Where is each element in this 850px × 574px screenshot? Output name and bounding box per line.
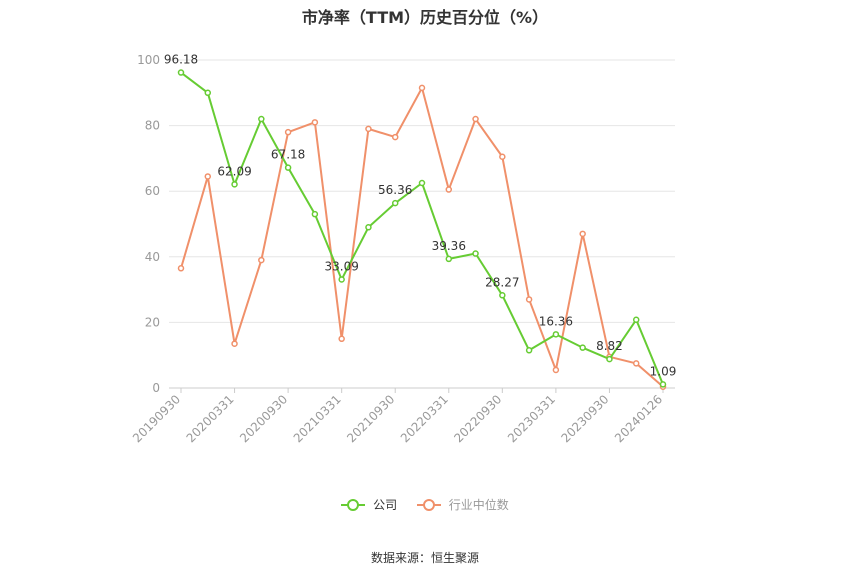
x-tick-label: 20210331 [291, 392, 344, 445]
data-label: 28.27 [485, 275, 519, 289]
grid-lines [169, 59, 675, 389]
x-axis: 20190930 20200331 20200930 20210331 20210930… [130, 388, 665, 445]
series-line-industry [180, 86, 664, 388]
data-point [606, 355, 613, 363]
data-point [579, 344, 586, 351]
y-tick-label: 60 [145, 184, 160, 198]
data-point [284, 128, 292, 136]
x-tick-label: 20220930 [451, 392, 504, 445]
data-point [659, 381, 667, 388]
data-label: 16.36 [539, 314, 573, 328]
data-point [552, 366, 560, 374]
data-point [284, 164, 292, 171]
data-label: 1.09 [650, 364, 677, 378]
data-point [365, 224, 372, 231]
chart-title: 市净率（TTM）历史百分位（%） [301, 8, 549, 27]
data-point [204, 89, 212, 97]
x-tick-label: 20210930 [344, 392, 397, 445]
data-point [525, 296, 533, 303]
data-point [499, 153, 506, 161]
y-tick-label: 0 [152, 381, 160, 395]
legend-item-industry[interactable]: 行业中位数 [416, 496, 509, 513]
data-label: 62.09 [217, 164, 251, 178]
data-point [525, 347, 533, 354]
y-tick-label: 20 [145, 315, 160, 329]
data-point [632, 316, 640, 324]
y-tick-label: 100 [137, 53, 160, 67]
data-point [204, 173, 212, 180]
x-tick-label: 20200331 [184, 392, 237, 445]
x-tick-label: 20220331 [398, 392, 451, 445]
x-tick-label: 20200930 [237, 392, 290, 445]
data-label: 39.36 [432, 239, 466, 253]
data-labels: 96.18 62.09 67.18 33.09 56.36 39.36 28.27 16.36… [164, 53, 677, 379]
data-label: 96.18 [164, 53, 198, 67]
data-point [445, 186, 453, 193]
data-point [311, 210, 319, 218]
data-label: 8.82 [596, 339, 623, 353]
data-point [338, 276, 345, 283]
legend-company-marker-icon [341, 498, 366, 511]
data-point [418, 84, 426, 92]
data-point [311, 119, 319, 126]
legend-industry-label: 行业中位数 [448, 498, 509, 512]
data-source: 数据来源：恒生聚源 [370, 551, 479, 565]
data-point [499, 292, 506, 299]
data-point [579, 230, 586, 238]
data-point [258, 115, 265, 123]
data-point [365, 125, 372, 133]
data-point [177, 265, 185, 272]
y-tick-label: 80 [145, 119, 160, 133]
data-point [552, 331, 560, 338]
data-point [472, 115, 479, 123]
y-tick-label: 40 [145, 250, 160, 264]
legend-item-company[interactable]: 公司 [341, 496, 397, 513]
data-label: 56.36 [378, 183, 412, 197]
data-point [391, 133, 399, 141]
legend: 公司 行业中位数 [0, 496, 850, 513]
data-label: 33.09 [324, 259, 358, 273]
legend-company-label: 公司 [373, 498, 398, 512]
data-point [391, 199, 399, 207]
x-tick-label: 20190930 [130, 392, 183, 445]
y-axis: 0 20 40 60 80 100 [137, 53, 160, 395]
data-point [231, 181, 238, 188]
series-line-company [180, 71, 664, 385]
data-point [258, 256, 265, 264]
data-point [418, 179, 426, 187]
data-point [632, 360, 640, 367]
legend-industry-marker-icon [416, 498, 441, 511]
data-point [445, 255, 453, 263]
data-point [338, 335, 345, 343]
x-tick-label: 20230331 [505, 392, 558, 445]
series-layer [177, 69, 667, 390]
data-point [472, 250, 479, 257]
x-tick-label: 20240126 [612, 392, 665, 445]
data-label: 67.18 [271, 148, 305, 162]
x-tick-label: 20230930 [558, 392, 611, 445]
data-point [231, 340, 238, 347]
data-point [177, 69, 185, 76]
